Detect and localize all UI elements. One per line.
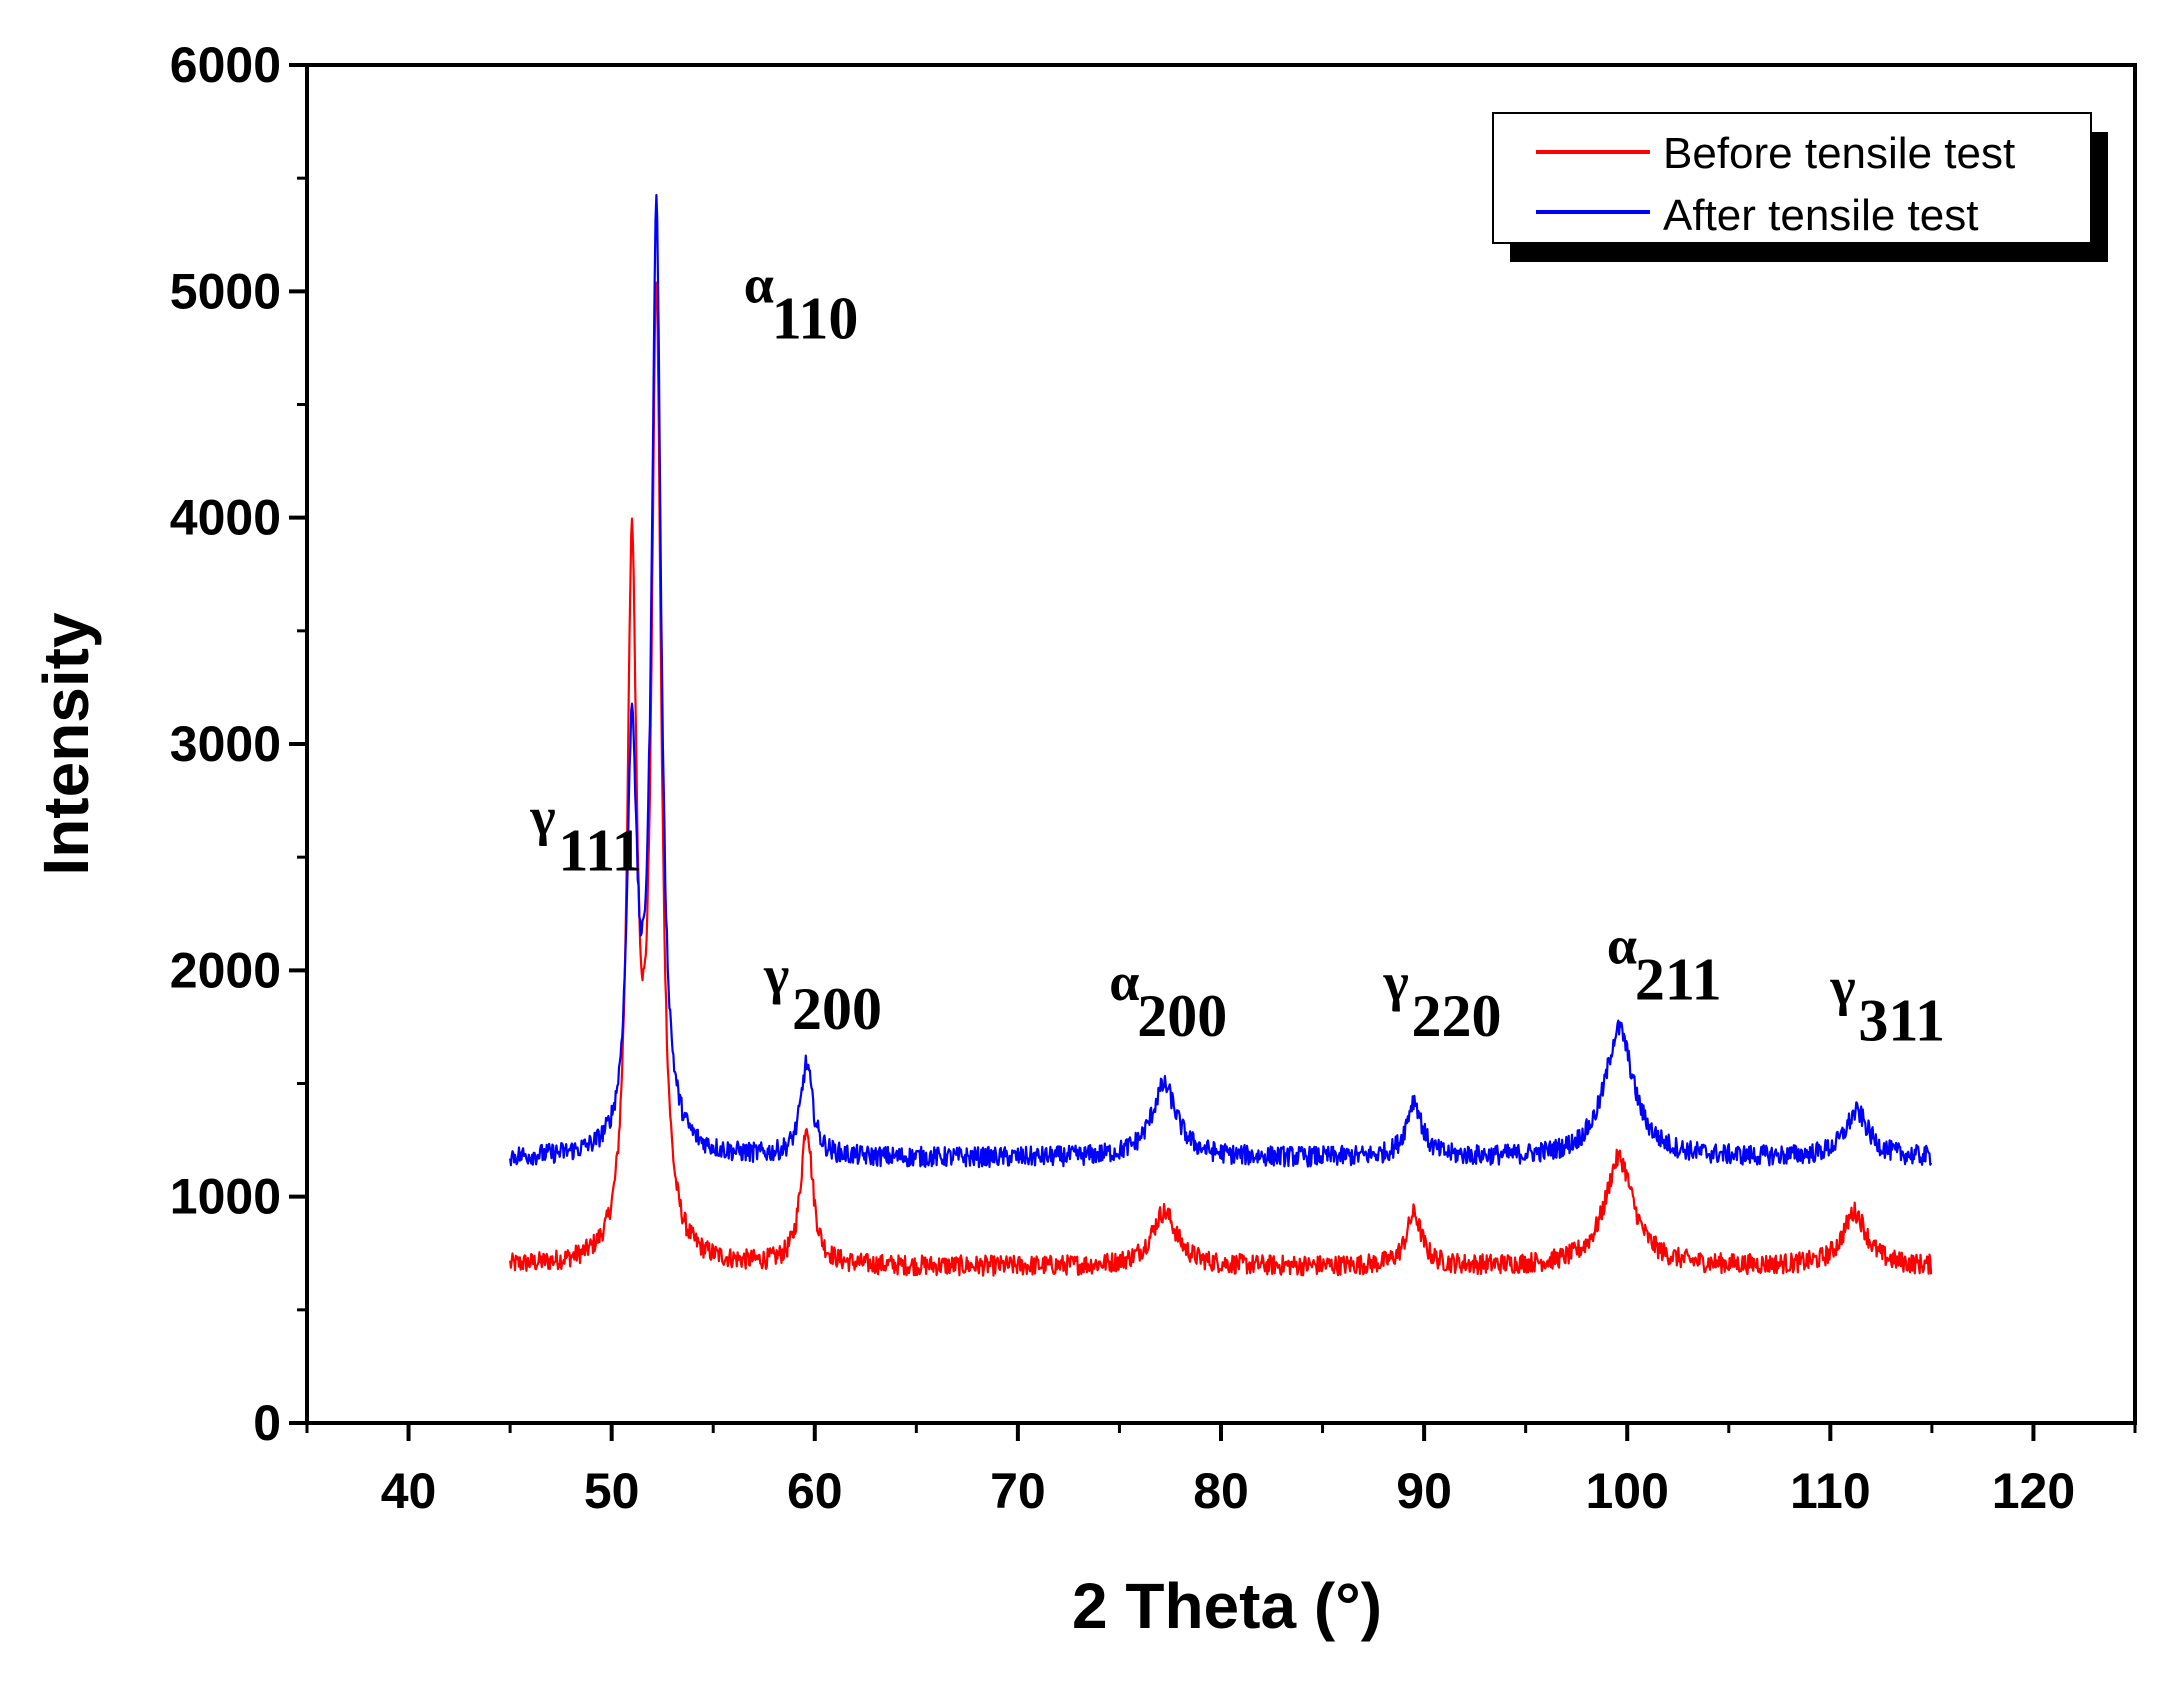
annotation-subscript: 211 <box>1635 947 1722 1013</box>
y-axis-ticks: 0 1000 2000 3000 4000 5000 6000 <box>170 37 307 1451</box>
x-tick-label: 100 <box>1586 1463 1669 1519</box>
legend: Before tensile test After tensile test <box>1492 112 2108 262</box>
x-tick-label: 40 <box>381 1463 437 1519</box>
x-tick-label: 60 <box>787 1463 843 1519</box>
x-axis-title: 2 Theta (°) <box>1072 1570 1382 1642</box>
x-axis-ticks: 40 50 60 70 80 90 100 110 120 <box>305 1423 2137 1519</box>
annotation-greek: γ <box>763 945 789 1005</box>
annotation-greek: α <box>1109 952 1139 1012</box>
y-tick-label: 0 <box>253 1395 281 1451</box>
annotation-greek: γ <box>1829 956 1855 1016</box>
annotation-subscript: 200 <box>1137 983 1227 1049</box>
x-tick-label: 70 <box>990 1463 1046 1519</box>
y-axis-title: Intensity <box>30 612 102 876</box>
annotation-subscript: 311 <box>1858 987 1945 1053</box>
annotation-subscript: 200 <box>792 976 882 1042</box>
annotation-subscript: 110 <box>772 286 859 352</box>
x-tick-label: 110 <box>1790 1463 1871 1519</box>
y-tick-label: 4000 <box>170 490 281 546</box>
y-tick-label: 3000 <box>170 716 281 772</box>
legend-label-before: Before tensile test <box>1663 129 2015 178</box>
annotation-greek: γ <box>529 787 555 847</box>
y-tick-label: 6000 <box>170 37 281 93</box>
annotation-greek: γ <box>1382 952 1408 1012</box>
series-line-after <box>509 193 1933 1169</box>
x-tick-label: 50 <box>584 1463 640 1519</box>
annotation-subscript: 111 <box>558 818 641 884</box>
annotation-greek: α <box>744 255 774 315</box>
series-group <box>509 193 1933 1277</box>
legend-label-after: After tensile test <box>1663 191 1978 240</box>
y-tick-label: 1000 <box>170 1169 281 1225</box>
x-tick-label: 80 <box>1193 1463 1249 1519</box>
legend-box <box>1492 112 2092 244</box>
annotation-subscript: 220 <box>1411 983 1501 1049</box>
x-tick-label: 120 <box>1992 1463 2075 1519</box>
x-tick-label: 90 <box>1396 1463 1452 1519</box>
annotation-greek: α <box>1607 916 1637 976</box>
y-tick-label: 5000 <box>170 263 281 319</box>
series-line-before <box>509 281 1933 1277</box>
y-tick-label: 2000 <box>170 942 281 998</box>
